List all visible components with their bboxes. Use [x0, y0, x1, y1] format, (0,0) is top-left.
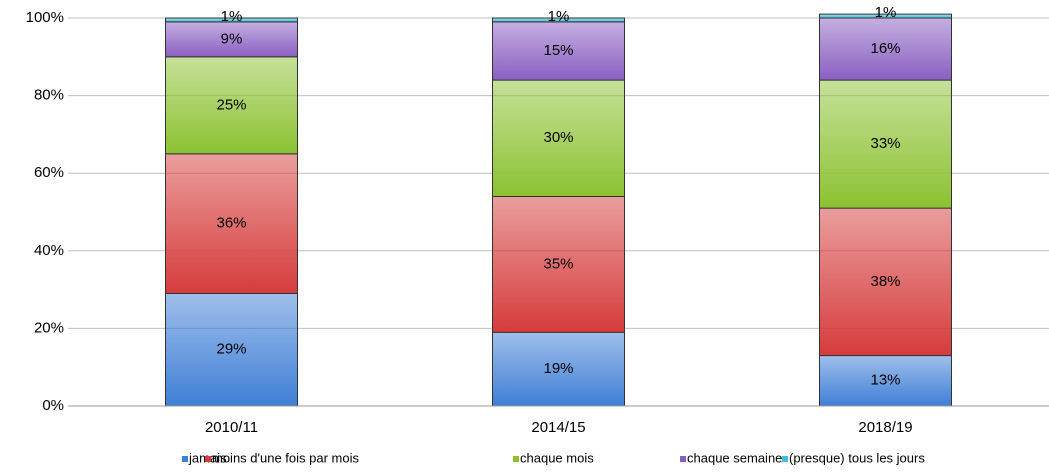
data-label: 16% — [870, 40, 900, 57]
data-label: 35% — [543, 255, 573, 272]
legend-swatch — [205, 456, 211, 462]
data-label: 36% — [216, 215, 246, 232]
legend-label: moins d'une fois par mois — [212, 450, 359, 465]
legend-swatch — [782, 456, 788, 462]
legend-swatch — [680, 456, 686, 462]
bar-segment — [492, 17, 625, 23]
bar-segment — [819, 17, 952, 81]
bar-segment — [492, 195, 625, 333]
bar-segment — [165, 17, 298, 23]
y-tick-label: 60% — [34, 164, 64, 181]
data-label: 25% — [216, 96, 246, 113]
data-label: 1% — [875, 4, 897, 21]
data-label: 38% — [870, 273, 900, 290]
data-label: 19% — [543, 360, 573, 377]
y-tick-label: 0% — [42, 397, 64, 414]
legend-swatch — [513, 456, 519, 462]
y-tick-label: 20% — [34, 319, 64, 336]
bar-segment — [492, 79, 625, 197]
y-tick-label: 40% — [34, 242, 64, 259]
data-label: 15% — [543, 42, 573, 59]
bar-segment — [165, 56, 298, 155]
x-tick-label: 2018/19 — [858, 419, 912, 436]
data-label: 30% — [543, 129, 573, 146]
bar-segment — [819, 207, 952, 357]
data-label: 33% — [870, 135, 900, 152]
bar-segment — [492, 21, 625, 81]
legend-swatch — [182, 456, 188, 462]
y-tick-label: 80% — [34, 87, 64, 104]
data-label: 29% — [216, 341, 246, 358]
y-tick-label: 100% — [26, 9, 64, 26]
legend-label: chaque mois — [520, 450, 594, 465]
bar-segment — [819, 13, 952, 19]
data-label: 13% — [870, 372, 900, 389]
data-label: 1% — [221, 8, 243, 25]
data-label: 9% — [221, 30, 243, 47]
x-tick-label: 2014/15 — [531, 419, 585, 436]
legend-label: (presque) tous les jours — [789, 450, 925, 465]
data-label: 1% — [548, 8, 570, 25]
bar-segment — [819, 355, 952, 407]
x-tick-label: 2010/11 — [205, 419, 258, 436]
legend-label: chaque semaine — [687, 450, 782, 465]
bar-segment — [819, 79, 952, 209]
bar-segment — [165, 153, 298, 294]
